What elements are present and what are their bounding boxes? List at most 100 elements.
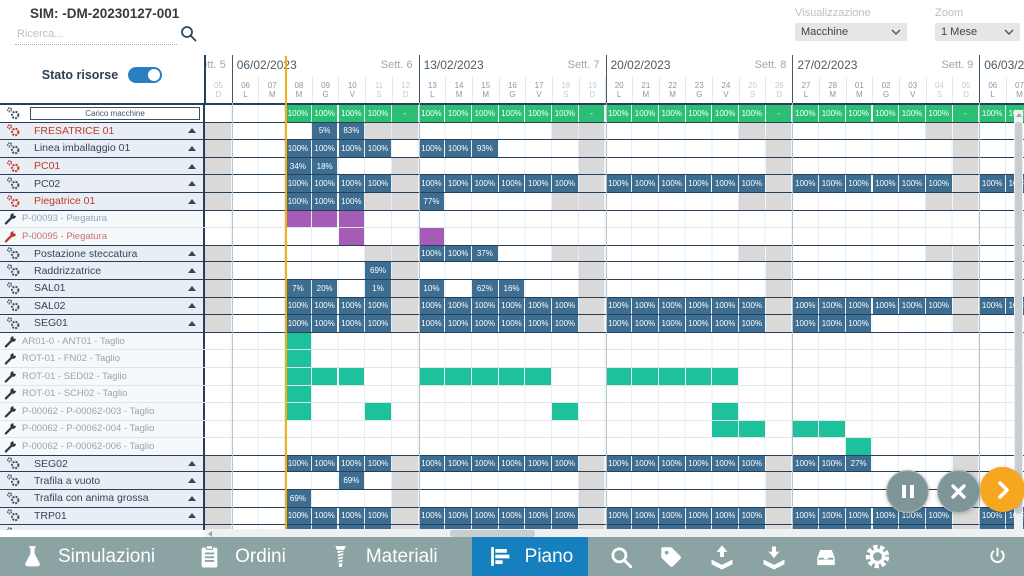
grid-cell[interactable]: 100% (338, 140, 365, 157)
upload-button[interactable] (708, 543, 736, 571)
grid-cell[interactable] (285, 385, 311, 403)
grid-cell[interactable] (552, 403, 578, 420)
grid-cell[interactable]: 100% (712, 315, 738, 332)
grid-cell[interactable] (605, 367, 632, 385)
pause-button[interactable] (886, 470, 929, 513)
resource-row-pc01[interactable]: PC01 (0, 157, 205, 175)
grid-cell[interactable]: 100% (525, 297, 552, 315)
grid-cell[interactable]: 100% (525, 507, 552, 525)
next-button[interactable] (980, 467, 1024, 512)
horizontal-scrollbar[interactable] (205, 529, 1024, 538)
grid-cell[interactable]: 7% (285, 279, 311, 297)
search-icon[interactable] (180, 25, 197, 42)
grid-cell[interactable]: 100% (285, 175, 311, 192)
resource-row-trafila-con-anima-grossa[interactable]: Trafila con anima grossa (0, 490, 205, 507)
grid-cell[interactable] (338, 367, 365, 385)
resource-row-postazione-steccatura[interactable]: Postazione steccatura (0, 245, 205, 262)
stato-risorse-toggle[interactable] (128, 67, 163, 83)
grid-cell[interactable]: 100% (472, 507, 498, 525)
grid-cell[interactable]: 93% (472, 140, 498, 157)
grid-cell[interactable] (739, 420, 765, 438)
order-row-p-00095-piegatura[interactable]: P-00095 - Piegatura (0, 228, 205, 245)
grid-cell[interactable]: - (952, 105, 979, 122)
grid-cell[interactable]: 100% (418, 507, 445, 525)
grid-cell[interactable]: 100% (819, 315, 845, 332)
grid-cell[interactable]: 100% (819, 455, 845, 472)
order-row-rot-01-fn02-taglio[interactable]: ROT-01 - FN02 - Taglio (0, 350, 205, 367)
resource-row-raddrizzatrice[interactable]: Raddrizzatrice (0, 262, 205, 279)
grid-cell[interactable]: 100% (792, 175, 819, 192)
grid-cell[interactable]: 100% (632, 455, 658, 472)
download-button[interactable] (760, 543, 788, 571)
resource-row-sal02[interactable]: SAL02 (0, 297, 205, 315)
grid-cell[interactable]: - (578, 105, 605, 122)
order-row-rot-01-sed02-taglio[interactable]: ROT-01 - SED02 - Taglio (0, 367, 205, 385)
grid-cell[interactable]: 77% (418, 192, 445, 210)
grid-cell[interactable]: 100% (285, 455, 311, 472)
grid-cell[interactable] (472, 367, 498, 385)
grid-cell[interactable]: 100% (819, 175, 845, 192)
vertical-scrollbar[interactable] (1014, 110, 1023, 530)
grid-cell[interactable] (845, 438, 872, 455)
grid-cell[interactable]: 100% (632, 175, 658, 192)
scroll-left-arrow[interactable] (208, 530, 212, 537)
collapse-arrow-icon[interactable] (188, 303, 196, 309)
grid-cell[interactable]: 62% (472, 279, 498, 297)
grid-cell[interactable]: 100% (685, 507, 712, 525)
grid-cell[interactable]: 100% (311, 315, 338, 332)
resource-row-seg02[interactable]: SEG02 (0, 455, 205, 472)
grid-cell[interactable]: 100% (739, 297, 765, 315)
grid-cell[interactable] (658, 367, 685, 385)
resource-row-carico-macchine[interactable]: Carico macchine (0, 105, 205, 122)
grid-cell[interactable]: 100% (498, 507, 525, 525)
grid-cell[interactable]: 20% (311, 279, 338, 297)
grid-cell[interactable]: 100% (685, 175, 712, 192)
grid-cell[interactable]: 100% (685, 455, 712, 472)
grid-cell[interactable]: 83% (338, 122, 365, 140)
grid-cell[interactable]: 100% (418, 175, 445, 192)
order-row-p-00093-piegatura[interactable]: P-00093 - Piegatura (0, 210, 205, 228)
cancel-button[interactable] (937, 470, 980, 513)
grid-cell[interactable]: 100% (445, 507, 471, 525)
tag-button[interactable] (658, 544, 684, 570)
settings-button[interactable] (864, 543, 891, 570)
collapse-arrow-icon[interactable] (188, 268, 196, 274)
grid-cell[interactable]: 100% (899, 175, 925, 192)
resource-row-trp01[interactable]: TRP01 (0, 507, 205, 525)
tab-piano[interactable]: Piano (471, 537, 589, 576)
grid-cell[interactable] (285, 210, 311, 228)
search-input[interactable] (15, 24, 177, 45)
grid-cell[interactable]: 100% (552, 105, 578, 122)
grid-cell[interactable]: 100% (792, 507, 819, 525)
grid-cell[interactable]: 100% (445, 105, 471, 122)
grid-cell[interactable]: 100% (712, 455, 738, 472)
grid-cell[interactable]: 100% (498, 105, 525, 122)
grid-cell[interactable]: 100% (472, 455, 498, 472)
grid-cell[interactable]: 100% (552, 297, 578, 315)
grid-cell[interactable]: 100% (365, 507, 391, 525)
grid-cell[interactable] (632, 367, 658, 385)
grid-cell[interactable] (285, 350, 311, 367)
grid-cell[interactable]: 100% (632, 315, 658, 332)
order-row-p-00062-p-00062-004-taglio[interactable]: P-00062 - P-00062-004 - Taglio (0, 420, 205, 438)
grid-cell[interactable]: 100% (311, 297, 338, 315)
resource-row-piegatrice-01[interactable]: Piegatrice 01 (0, 192, 205, 210)
grid-cell[interactable]: 5% (311, 122, 338, 140)
grid-cell[interactable]: 100% (819, 507, 845, 525)
tab-materiali[interactable]: Materiali (328, 537, 438, 576)
grid-cell[interactable]: 100% (819, 297, 845, 315)
grid-cell[interactable] (712, 420, 738, 438)
grid-cell[interactable]: 100% (311, 175, 338, 192)
zoom-select[interactable]: 1 Mese (935, 23, 1020, 41)
grid-cell[interactable]: 100% (552, 507, 578, 525)
horizontal-scroll-thumb[interactable] (450, 530, 535, 537)
grid-cell[interactable] (685, 367, 712, 385)
grid-cell[interactable]: 100% (285, 192, 311, 210)
collapse-arrow-icon[interactable] (188, 478, 196, 484)
grid-cell[interactable]: 100% (285, 315, 311, 332)
grid-cell[interactable]: 100% (338, 105, 365, 122)
grid-cell[interactable]: 100% (739, 315, 765, 332)
grid-cell[interactable]: 100% (658, 315, 685, 332)
vertical-scroll-thumb[interactable] (1015, 122, 1022, 514)
grid-cell[interactable]: 100% (498, 297, 525, 315)
